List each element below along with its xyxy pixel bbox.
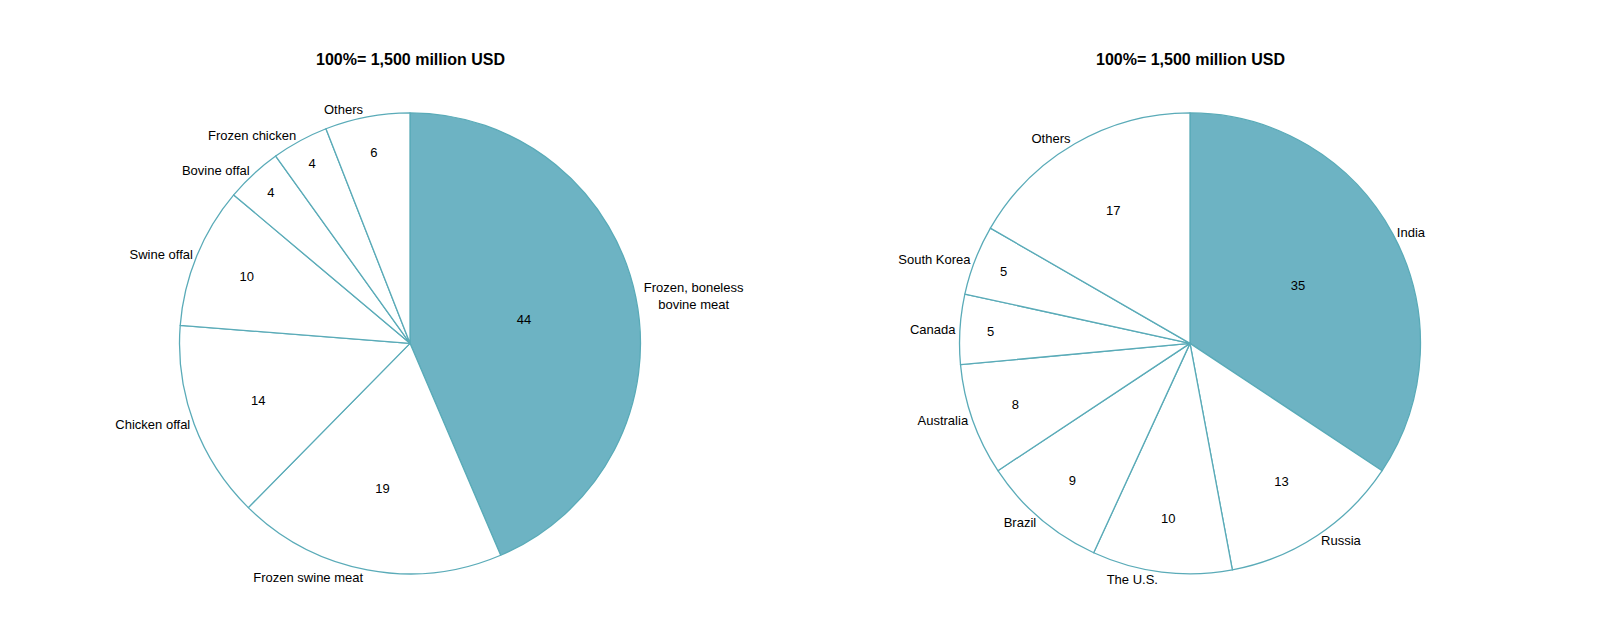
svg-text:Australia: Australia bbox=[918, 413, 969, 428]
svg-text:Frozen, bonelessbovine meat: Frozen, bonelessbovine meat bbox=[644, 280, 744, 312]
svg-text:44: 44 bbox=[517, 312, 531, 327]
svg-text:4: 4 bbox=[267, 185, 274, 200]
svg-text:9: 9 bbox=[1069, 473, 1076, 488]
svg-text:The U.S.: The U.S. bbox=[1107, 572, 1158, 587]
svg-text:35: 35 bbox=[1291, 278, 1305, 293]
svg-text:Swine offal: Swine offal bbox=[130, 247, 193, 262]
svg-text:8: 8 bbox=[1012, 397, 1019, 412]
svg-text:6: 6 bbox=[370, 145, 377, 160]
svg-text:13: 13 bbox=[1274, 474, 1288, 489]
svg-text:4: 4 bbox=[309, 156, 316, 171]
svg-text:5: 5 bbox=[987, 324, 994, 339]
svg-text:Brazil: Brazil bbox=[1004, 515, 1037, 530]
svg-text:Others: Others bbox=[1031, 131, 1071, 146]
svg-text:Bovine offal: Bovine offal bbox=[182, 163, 250, 178]
svg-text:Others: Others bbox=[324, 102, 364, 117]
svg-text:19: 19 bbox=[375, 481, 389, 496]
svg-text:Frozen chicken: Frozen chicken bbox=[208, 128, 296, 143]
svg-text:India: India bbox=[1397, 225, 1426, 240]
svg-text:14: 14 bbox=[251, 393, 265, 408]
svg-text:10: 10 bbox=[239, 269, 253, 284]
svg-text:100%= 1,500 million USD: 100%= 1,500 million USD bbox=[1096, 51, 1285, 68]
svg-text:100%= 1,500 million USD: 100%= 1,500 million USD bbox=[316, 51, 505, 68]
svg-text:Canada: Canada bbox=[910, 322, 956, 337]
svg-text:Chicken offal: Chicken offal bbox=[115, 417, 190, 432]
svg-text:10: 10 bbox=[1161, 511, 1175, 526]
svg-text:South Korea: South Korea bbox=[898, 252, 971, 267]
svg-text:Frozen swine meat: Frozen swine meat bbox=[253, 570, 363, 585]
svg-text:5: 5 bbox=[1000, 264, 1007, 279]
svg-text:17: 17 bbox=[1106, 203, 1120, 218]
svg-text:Russia: Russia bbox=[1321, 533, 1362, 548]
